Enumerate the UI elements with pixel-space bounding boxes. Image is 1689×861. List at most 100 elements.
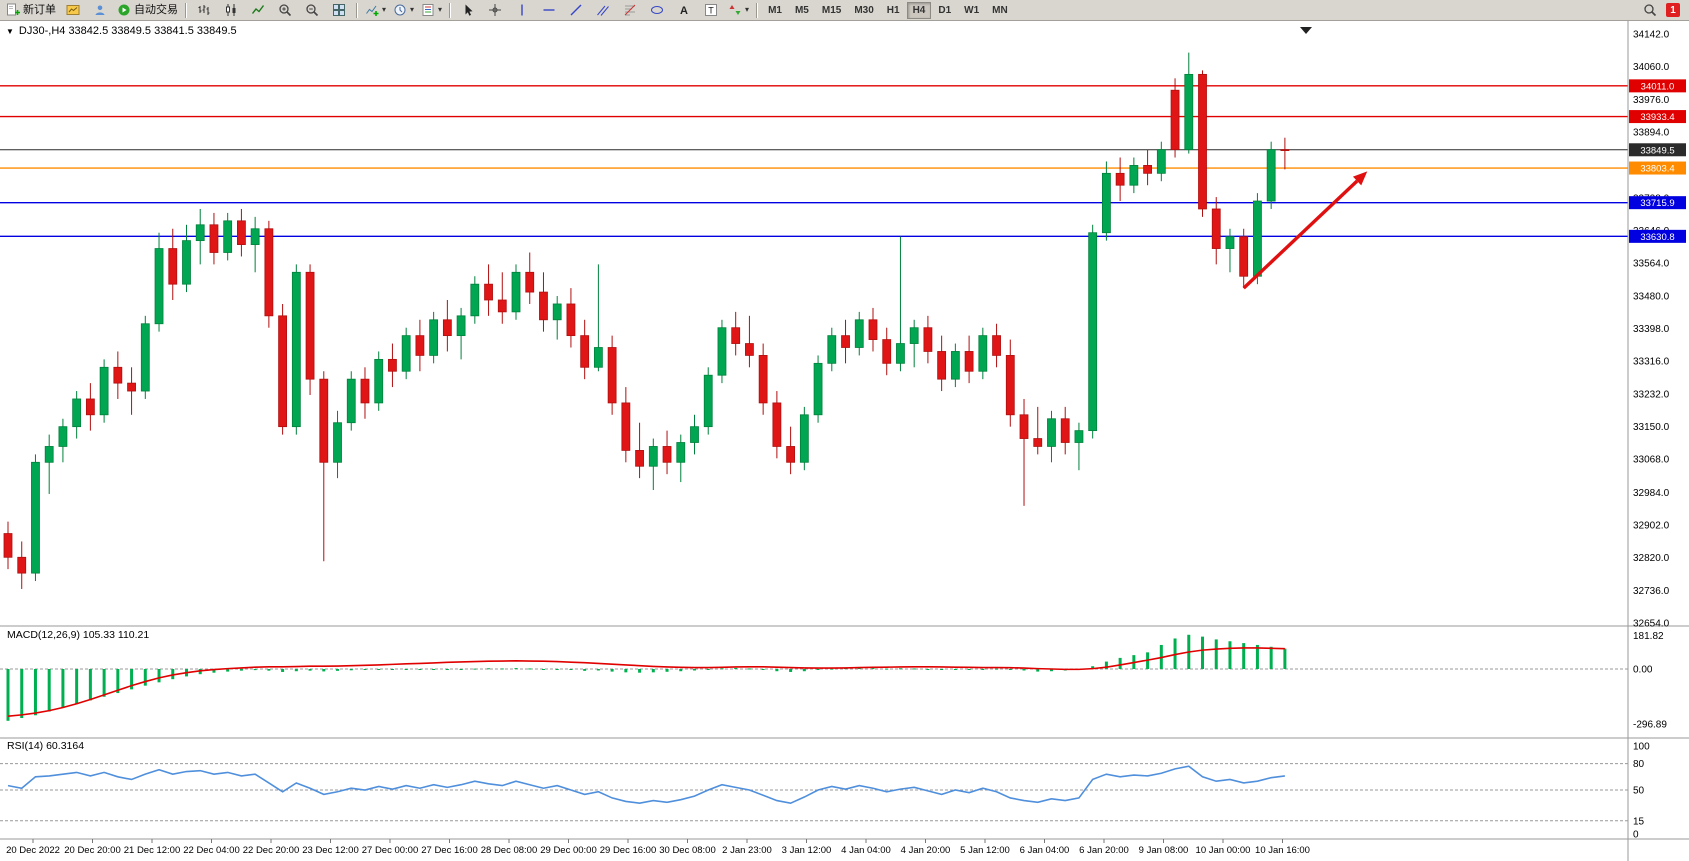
vertical-line-icon: [521, 4, 523, 16]
ellipse-shape-icon: [651, 6, 664, 14]
chart-region: 34142.034060.033976.033894.033810.033728…: [0, 21, 1689, 861]
zoom-out-button[interactable]: [299, 0, 325, 20]
zoom-in-button[interactable]: [272, 0, 298, 20]
horizontal-lines[interactable]: [0, 85, 1628, 238]
bar-chart-button[interactable]: [191, 0, 217, 20]
dropdown-caret-icon: ▾: [438, 5, 443, 14]
candlestick-chart-button[interactable]: [218, 0, 244, 20]
panel-frames: [0, 21, 1689, 861]
svg-text:27 Dec 00:00: 27 Dec 00:00: [362, 845, 419, 856]
svg-text:30 Dec 08:00: 30 Dec 08:00: [659, 845, 716, 856]
vertical-line-tool-button[interactable]: [509, 0, 535, 20]
time-axis: 20 Dec 2022 20 Dec 20:00 21 Dec 12:00 22 De…: [6, 839, 1310, 856]
arrows-tool-icon: [729, 5, 741, 15]
svg-text:50: 50: [1633, 786, 1645, 797]
new-order-button[interactable]: 新订单: [3, 0, 59, 20]
svg-text:33894.0: 33894.0: [1633, 128, 1670, 139]
price-badges: 34011.0 33933.4 33849.5 33803.4 33715.9 33630…: [1629, 79, 1686, 243]
fibonacci-tool-button[interactable]: [617, 0, 643, 20]
svg-text:32736.0: 32736.0: [1633, 586, 1670, 597]
rsi-label: RSI(14) 60.3164: [7, 740, 85, 752]
timeframe-button-h1[interactable]: H1: [886, 4, 900, 16]
chart-shift-marker[interactable]: [1300, 27, 1312, 34]
timeframe-button-h4[interactable]: H4: [906, 1, 932, 19]
label-tool-button[interactable]: T: [698, 0, 724, 20]
svg-text:80: 80: [1633, 759, 1645, 770]
dropdown-caret-icon: ▾: [410, 5, 415, 14]
shapes-tool-button[interactable]: [644, 0, 670, 20]
svg-text:34011.0: 34011.0: [1641, 81, 1675, 92]
svg-text:9 Jan 08:00: 9 Jan 08:00: [1139, 845, 1189, 856]
toolbar-separator: [756, 2, 759, 18]
chart-window-button[interactable]: [60, 0, 86, 20]
crosshair-icon: [489, 4, 502, 16]
fibonacci-icon: [624, 4, 636, 16]
zoom-out-icon: [306, 4, 319, 17]
new-order-label: 新订单: [23, 4, 56, 16]
timeframe-button-d1[interactable]: D1: [938, 4, 952, 16]
bar-chart-icon: [198, 5, 210, 15]
svg-text:33803.4: 33803.4: [1640, 164, 1674, 175]
auto-trading-button[interactable]: 自动交易: [114, 0, 181, 20]
zoom-in-icon: [279, 4, 292, 17]
svg-text:33976.0: 33976.0: [1633, 95, 1670, 106]
line-chart-button[interactable]: [245, 0, 271, 20]
timeframe-button-w1[interactable]: W1: [964, 4, 980, 16]
timeframe-button-mn[interactable]: MN: [992, 4, 1008, 16]
trend-arrow[interactable]: [1242, 171, 1368, 290]
trendline-tool-button[interactable]: [563, 0, 589, 20]
svg-text:20 Dec 20:00: 20 Dec 20:00: [64, 845, 121, 856]
svg-text:0: 0: [1633, 830, 1639, 841]
tile-windows-icon: [333, 4, 345, 16]
dropdown-caret-icon: ▾: [745, 5, 750, 14]
auto-trading-label: 自动交易: [134, 4, 178, 16]
svg-text:10 Jan 16:00: 10 Jan 16:00: [1255, 845, 1310, 856]
notification-badge[interactable]: 1: [1666, 3, 1680, 17]
svg-text:6 Jan 20:00: 6 Jan 20:00: [1079, 845, 1129, 856]
timeframe-button-m5[interactable]: M5: [794, 4, 809, 16]
channel-tool-button[interactable]: [590, 0, 616, 20]
candlesticks: [3, 52, 1290, 589]
svg-text:32654.0: 32654.0: [1633, 619, 1670, 630]
periods-button[interactable]: ▾: [390, 0, 417, 20]
search-icon: [1644, 4, 1657, 17]
svg-text:33715.9: 33715.9: [1640, 198, 1674, 209]
symbol-dropdown-icon[interactable]: ▼: [6, 26, 14, 36]
tile-windows-button[interactable]: [326, 0, 352, 20]
trendline-icon: [570, 4, 582, 16]
svg-text:22 Dec 04:00: 22 Dec 04:00: [183, 845, 240, 856]
svg-text:6 Jan 04:00: 6 Jan 04:00: [1020, 845, 1070, 856]
arrows-tool-button[interactable]: ▾: [725, 0, 752, 20]
svg-text:34142.0: 34142.0: [1633, 30, 1670, 41]
text-tool-button[interactable]: A: [671, 0, 697, 20]
toolbar-separator: [356, 2, 358, 18]
cursor-button[interactable]: [455, 0, 481, 20]
chart-canvas[interactable]: 34142.034060.033976.033894.033810.033728…: [0, 21, 1689, 861]
line-chart-icon: [251, 5, 265, 14]
toolbar-separator: [449, 2, 452, 18]
candlestick-chart-icon: [226, 4, 236, 16]
crosshair-button[interactable]: [482, 0, 508, 20]
auto-trading-icon: [118, 4, 130, 16]
svg-text:2 Jan 23:00: 2 Jan 23:00: [722, 845, 772, 856]
timeframe-button-m15[interactable]: M15: [821, 4, 842, 16]
svg-text:29 Dec 16:00: 29 Dec 16:00: [600, 845, 657, 856]
new-order-icon: [7, 3, 20, 16]
templates-button[interactable]: ▾: [418, 0, 445, 20]
svg-text:33150.0: 33150.0: [1633, 422, 1670, 433]
svg-text:29 Dec 00:00: 29 Dec 00:00: [540, 845, 597, 856]
timeframe-button-m1[interactable]: M1: [768, 4, 782, 16]
cursor-icon: [465, 4, 473, 16]
horizontal-line-tool-button[interactable]: [536, 0, 562, 20]
periods-icon: [394, 4, 406, 16]
chart-window-icon: [66, 5, 80, 15]
macd-panel: [0, 634, 1628, 721]
macd-label: MACD(12,26,9) 105.33 110.21: [7, 629, 150, 641]
indicators-button[interactable]: ▾: [362, 0, 389, 20]
accounts-button[interactable]: [87, 0, 113, 20]
svg-text:100: 100: [1633, 742, 1650, 753]
svg-text:33398.0: 33398.0: [1633, 324, 1670, 335]
search-button[interactable]: [1637, 0, 1663, 20]
timeframe-button-m30[interactable]: M30: [854, 4, 874, 16]
svg-text:0.00: 0.00: [1633, 665, 1653, 676]
